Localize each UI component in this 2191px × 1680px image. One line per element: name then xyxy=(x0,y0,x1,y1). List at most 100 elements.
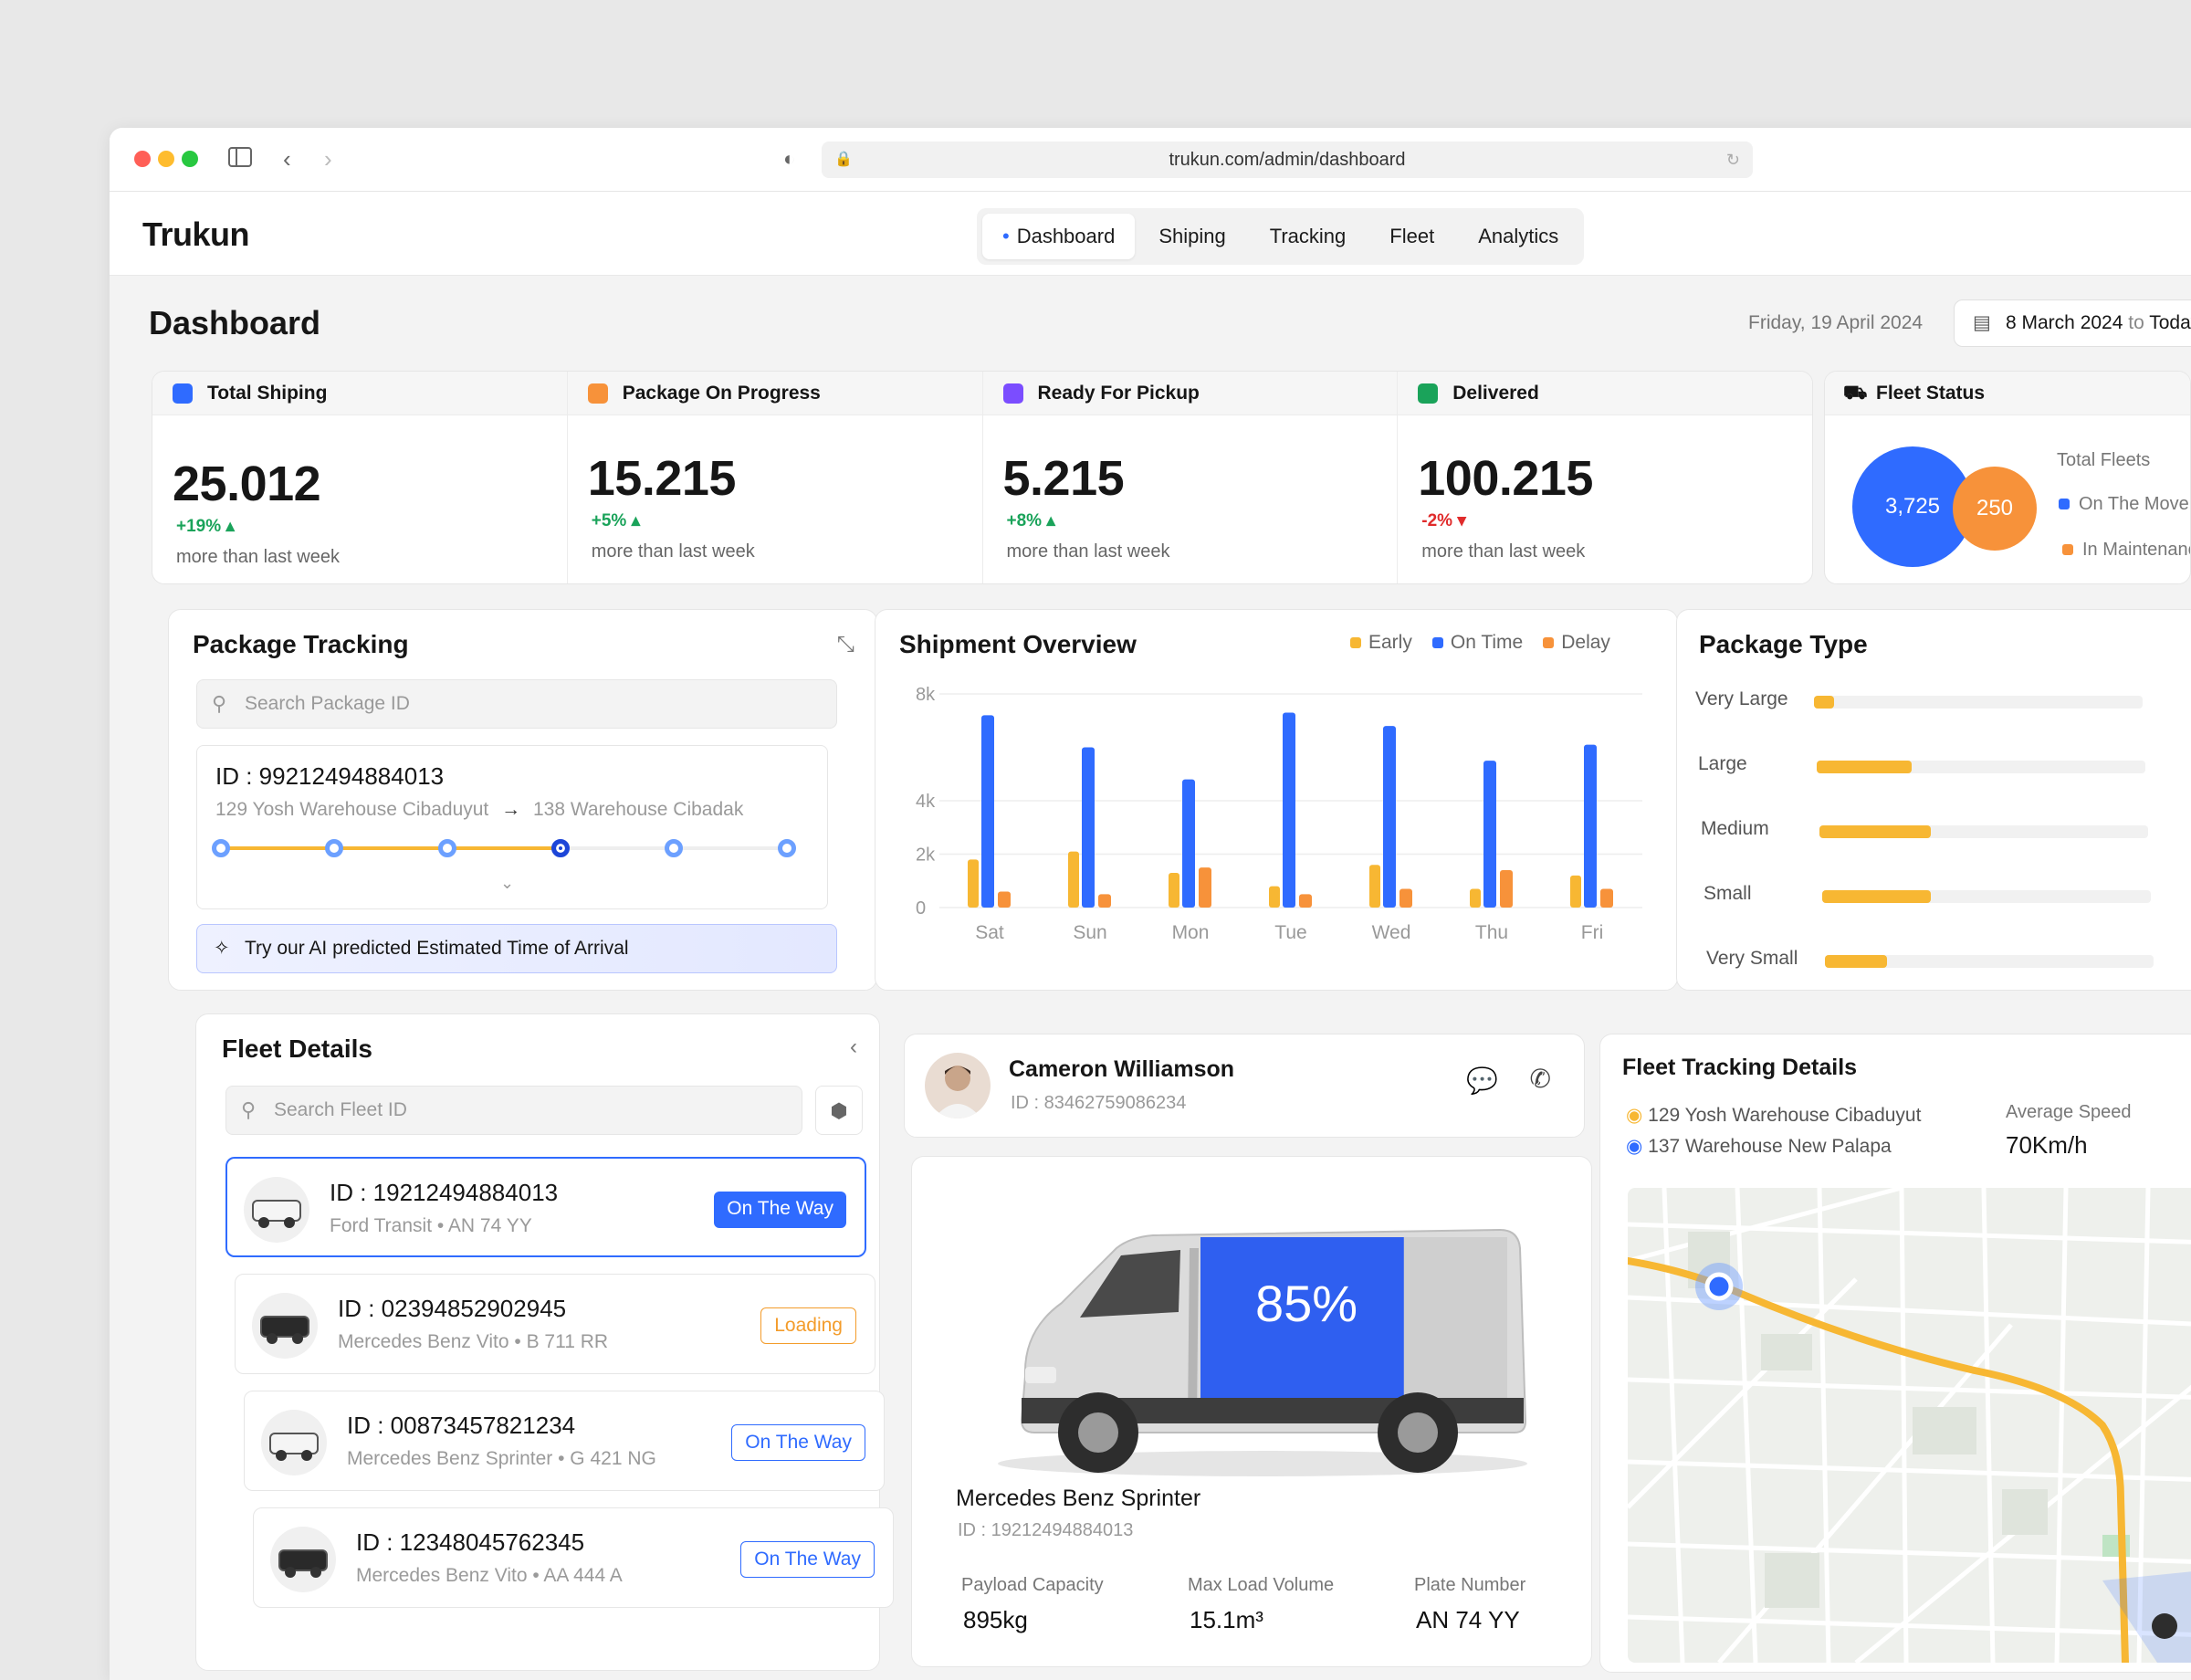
bar-on-time[interactable] xyxy=(1483,761,1496,908)
search-icon: ⚲ xyxy=(241,1098,257,1121)
volume-value: 15.1m³ xyxy=(1190,1606,1263,1633)
phone-icon[interactable]: ✆ xyxy=(1529,1065,1551,1093)
fleet-list-item[interactable]: ID : 00873457821234 Mercedes Benz Sprinte… xyxy=(244,1391,885,1491)
bar-early[interactable] xyxy=(1470,888,1481,908)
bar-early[interactable] xyxy=(968,859,979,908)
fleet-id: ID : 12348045762345 xyxy=(356,1528,585,1556)
package-type-row[interactable]: Small xyxy=(1704,877,2191,914)
arrow-up-icon: ▴ xyxy=(631,511,641,530)
progress-step-dot[interactable] xyxy=(438,839,456,857)
bar-on-time[interactable] xyxy=(981,715,994,908)
legend-on-time: On Time xyxy=(1431,632,1523,654)
driver-id: ID : 83462759086234 xyxy=(1011,1093,1187,1113)
progress-step-dot[interactable] xyxy=(551,839,570,857)
bar-early[interactable] xyxy=(1269,886,1280,908)
bar-delay[interactable] xyxy=(1098,894,1111,908)
volume-label: Max Load Volume xyxy=(1188,1575,1335,1595)
payload-value: 895kg xyxy=(963,1606,1028,1633)
cargo-fill-level xyxy=(1200,1237,1404,1423)
package-search-input[interactable]: ⚲ Search Package ID xyxy=(196,679,837,729)
bar-early[interactable] xyxy=(1369,865,1380,908)
bar-delay[interactable] xyxy=(1299,894,1312,908)
package-type-row[interactable]: Large xyxy=(1698,748,2191,784)
reload-icon[interactable]: ↻ xyxy=(1725,151,1740,169)
sidebar-toggle-icon[interactable] xyxy=(228,144,252,173)
delta-text: +8% xyxy=(1006,511,1043,530)
speed-value: 70Km/h xyxy=(2006,1131,2088,1159)
y-tick-label: 8k xyxy=(916,685,936,705)
van-thumbnail-icon xyxy=(252,1293,318,1359)
back-icon[interactable]: ‹ xyxy=(283,145,291,173)
bar-delay[interactable] xyxy=(1500,870,1513,908)
tab-fleet[interactable]: Fleet xyxy=(1389,225,1435,247)
chat-icon[interactable]: 💬 xyxy=(1466,1066,1498,1095)
fleet-list-item[interactable]: ID : 19212494884013 Ford Transit • AN 74 … xyxy=(225,1157,866,1257)
bar-delay[interactable] xyxy=(1600,888,1613,908)
plate-value: AN 74 YY xyxy=(1416,1606,1520,1633)
fleet-list-item[interactable]: ID : 12348045762345 Mercedes Benz Vito • … xyxy=(253,1507,894,1608)
minimize-window-button[interactable] xyxy=(158,151,174,167)
bar-on-time[interactable] xyxy=(1182,779,1195,908)
bar-delay[interactable] xyxy=(998,891,1011,908)
bar-on-time[interactable] xyxy=(1584,744,1597,908)
tab-analytics[interactable]: Analytics xyxy=(1478,225,1559,247)
tracking-result[interactable]: ID : 99212494884013 129 Yosh Warehouse C… xyxy=(196,745,828,909)
tab-dashboard[interactable]: Dashboard xyxy=(982,214,1136,259)
lock-icon: 🔒 xyxy=(834,152,853,167)
date-range-picker[interactable]: ▤ 8 March 2024 to Today xyxy=(1954,299,2191,347)
stat-package-on-progress[interactable]: Package On Progress 15.215 +5% ▴ more th… xyxy=(567,372,983,583)
package-type-bar xyxy=(1822,890,1931,903)
ai-eta-banner[interactable]: ✧ Try our AI predicted Estimated Time of… xyxy=(196,924,837,973)
progress-step-dot[interactable] xyxy=(325,839,343,857)
package-type-row[interactable]: Very Large xyxy=(1695,683,2191,719)
bar-early[interactable] xyxy=(1169,872,1179,908)
collapse-chevron-icon[interactable]: ‹ xyxy=(850,1034,857,1059)
close-window-button[interactable] xyxy=(134,151,151,167)
arrow-right-icon: → xyxy=(501,799,521,820)
bar-delay[interactable] xyxy=(1199,867,1211,908)
stat-ready-for-pickup[interactable]: Ready For Pickup 5.215 +8% ▴ more than l… xyxy=(982,372,1399,583)
stat-header: Delivered xyxy=(1398,372,1812,415)
tab-shiping[interactable]: Shiping xyxy=(1158,225,1226,247)
package-type-row[interactable]: Very Small xyxy=(1706,942,2191,979)
bar-on-time[interactable] xyxy=(1383,726,1396,908)
address-bar[interactable]: 🔒 trukun.com/admin/dashboard ↻ xyxy=(822,142,1753,178)
vehicle-id: ID : 19212494884013 xyxy=(958,1520,1134,1540)
fleet-search-input[interactable]: ⚲ Search Fleet ID xyxy=(225,1086,802,1135)
expand-icon[interactable]: ⤡ xyxy=(836,632,854,656)
stat-label: Delivered xyxy=(1452,383,1539,404)
bar-delay[interactable] xyxy=(1400,888,1412,908)
x-tick-label: Tue xyxy=(1274,922,1306,943)
forward-icon[interactable]: › xyxy=(324,145,332,173)
stat-total-shiping[interactable]: Total Shiping 25.012 +19% ▴ more than la… xyxy=(152,372,568,583)
package-type-label: Large xyxy=(1698,753,1747,774)
package-route: 129 Yosh Warehouse Cibaduyut → 138 Wareh… xyxy=(215,799,743,821)
chevron-down-icon[interactable]: ⌄ xyxy=(500,874,515,892)
tab-tracking[interactable]: Tracking xyxy=(1269,225,1347,247)
maximize-window-button[interactable] xyxy=(182,151,198,167)
bar-on-time[interactable] xyxy=(1283,712,1295,908)
stat-header: Ready For Pickup xyxy=(982,372,1398,415)
box-icon xyxy=(173,383,193,404)
package-type-row[interactable]: Medium xyxy=(1701,813,2191,849)
app-logo[interactable]: Trukun xyxy=(142,215,250,253)
bar-on-time[interactable] xyxy=(1082,747,1095,908)
fleet-list-item[interactable]: ID : 02394852902945 Mercedes Benz Vito • … xyxy=(235,1274,875,1374)
stat-delta: +8% ▴ xyxy=(1007,510,1055,531)
shield-icon[interactable]: ◐ xyxy=(783,147,796,170)
route-from-text: 129 Yosh Warehouse Cibaduyut xyxy=(1648,1105,1922,1126)
stat-delivered[interactable]: Delivered 100.215 -2% ▾ more than last w… xyxy=(1398,372,1812,583)
filter-cube-button[interactable]: ⬢ xyxy=(815,1086,863,1135)
bar-early[interactable] xyxy=(1068,851,1079,908)
progress-step-dot[interactable] xyxy=(778,839,796,857)
stat-label: Package On Progress xyxy=(622,383,821,404)
card-title: Package Tracking xyxy=(193,630,409,658)
route-map[interactable] xyxy=(1628,1188,2191,1663)
progress-step-dot[interactable] xyxy=(212,839,230,857)
progress-step-dot[interactable] xyxy=(665,839,683,857)
bar-early[interactable] xyxy=(1570,875,1581,908)
package-type-track xyxy=(1822,890,2151,903)
cubes-icon xyxy=(1002,383,1023,404)
payload-label: Payload Capacity xyxy=(961,1575,1104,1595)
package-type-bar xyxy=(1825,955,1888,968)
